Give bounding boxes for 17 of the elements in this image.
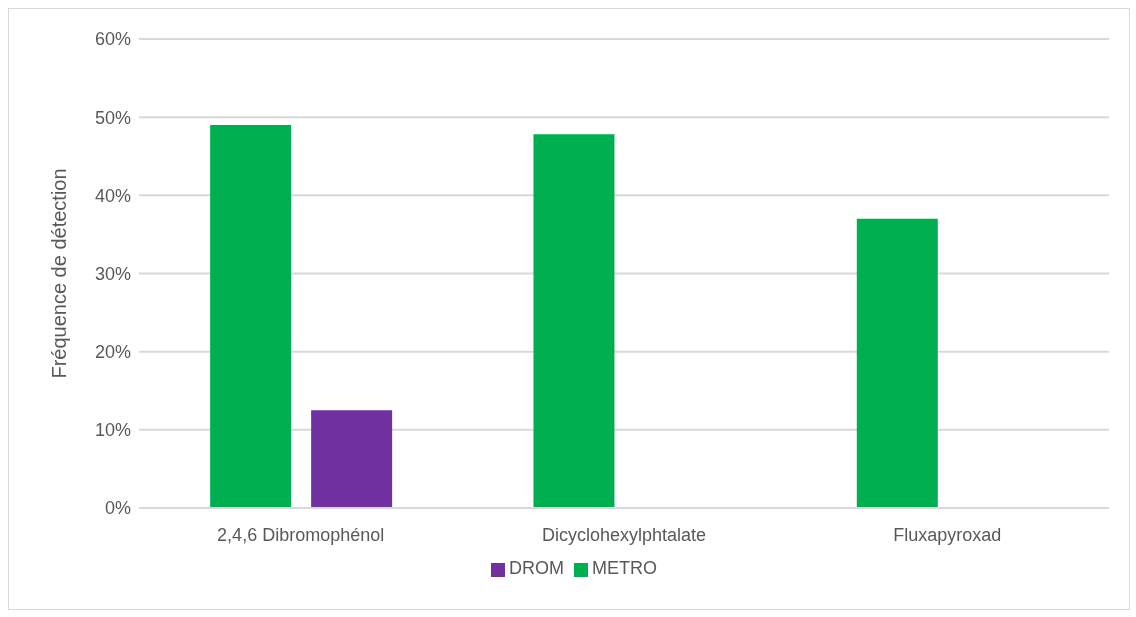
y-tick-label: 10% xyxy=(94,420,131,441)
y-tick-label: 0% xyxy=(104,498,131,519)
bar xyxy=(856,218,938,508)
x-tick-label: Fluxapyroxad xyxy=(893,524,1002,545)
bar xyxy=(210,124,292,508)
y-tick-label: 30% xyxy=(94,263,131,284)
legend-label: METRO xyxy=(592,558,657,578)
legend-label: DROM xyxy=(509,558,564,578)
bar xyxy=(311,410,393,508)
y-tick-label: 40% xyxy=(94,185,131,206)
y-tick-label: 60% xyxy=(94,29,131,50)
x-tick-label: Dicyclohexylphtalate xyxy=(541,524,707,545)
y-tick-label: 50% xyxy=(94,107,131,128)
bar xyxy=(533,134,615,508)
x-tick-label: 2,4,6 Dibromophénol xyxy=(217,524,385,545)
y-tick-label: 20% xyxy=(94,342,131,363)
y-axis-title: Fréquence de détection xyxy=(48,168,71,379)
